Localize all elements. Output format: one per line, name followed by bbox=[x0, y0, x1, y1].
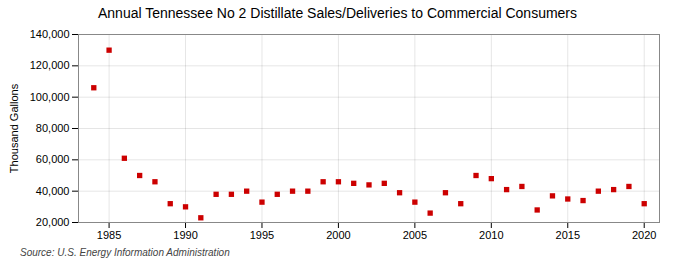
svg-text:2000: 2000 bbox=[326, 229, 350, 241]
svg-text:2005: 2005 bbox=[403, 229, 427, 241]
svg-text:40,000: 40,000 bbox=[36, 185, 70, 197]
svg-text:1995: 1995 bbox=[250, 229, 274, 241]
svg-text:2010: 2010 bbox=[479, 229, 503, 241]
svg-text:80,000: 80,000 bbox=[36, 122, 70, 134]
svg-text:20,000: 20,000 bbox=[36, 216, 70, 228]
svg-text:120,000: 120,000 bbox=[30, 59, 70, 71]
html-text:Source: U.S. Energy Informatio: Source: U.S. Energy Information Administ… bbox=[20, 247, 230, 258]
html-text:Annual Tennessee No 2 Distilla: Annual Tennessee No 2 Distillate Sales/D… bbox=[98, 5, 577, 21]
svg-text:2020: 2020 bbox=[632, 229, 656, 241]
svg-text:100,000: 100,000 bbox=[30, 91, 70, 103]
svg-text:140,000: 140,000 bbox=[30, 28, 70, 40]
svg-text:1990: 1990 bbox=[173, 229, 197, 241]
svg-text:Thousand Gallons: Thousand Gallons bbox=[8, 83, 20, 173]
svg-text:1985: 1985 bbox=[97, 229, 121, 241]
svg-text:60,000: 60,000 bbox=[36, 153, 70, 165]
svg-text:2015: 2015 bbox=[556, 229, 580, 241]
